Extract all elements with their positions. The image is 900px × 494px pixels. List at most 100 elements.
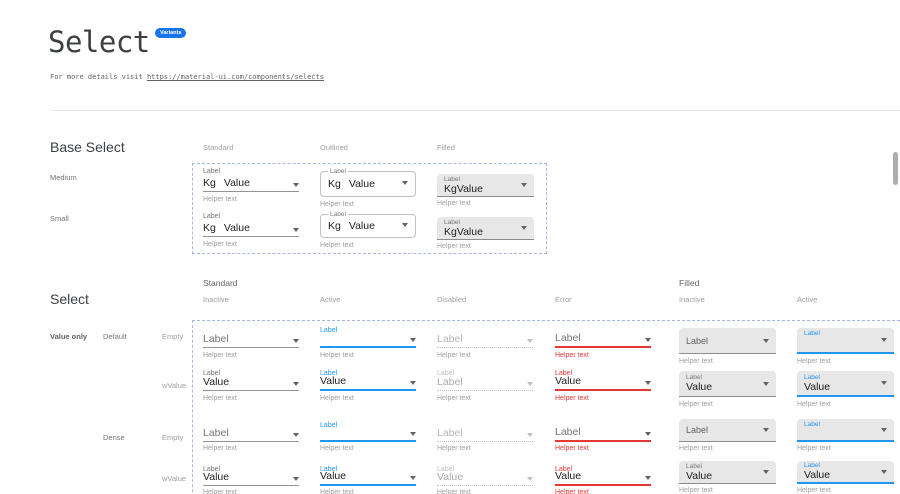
select-value: Kg Value [203,178,250,189]
floating-label: Label [320,327,338,334]
helper-text: Helper text [679,358,713,365]
base-standard-small-select[interactable]: Label Kg Value Helper text [203,212,299,249]
component-group-outline [192,320,900,494]
value-text: Value [223,222,250,234]
select-filled-inactive-wvalue[interactable]: Label Value Helper text [679,371,776,409]
select-value: KgValue [444,183,516,195]
select-standard-inactive-dense-wvalue[interactable]: Label Value Helper text [203,465,299,494]
select-standard-inactive-wvalue[interactable]: Label Value Helper text [203,369,299,403]
dropdown-arrow-icon [763,338,769,343]
row-label-dense-wvalue: wValue [162,474,187,483]
dropdown-arrow-icon [293,382,299,386]
value-text: Value [223,177,250,189]
select-filled-active-empty[interactable]: Label Helper text [797,328,894,366]
base-outlined-medium-select[interactable]: Label Kg Value Helper text [320,168,416,209]
select-standard-error-empty[interactable]: Label Label Helper text [555,326,651,360]
select-input-area: Value [555,375,651,391]
select-input-area: Value [320,471,416,486]
select-standard-active-empty[interactable]: Label Helper text [320,326,416,360]
select-value: KgValue [444,226,516,238]
base-filled-small-select[interactable]: Label KgValue Helper text [437,217,534,251]
select-placeholder: Label [555,426,581,438]
floating-label: Label [686,374,702,381]
select-input-area: Label [679,419,776,442]
value-text: Value [348,177,375,190]
select-input-area: Label [555,333,651,348]
select-input-area: Label [555,426,651,442]
value-text: Value [348,219,375,232]
dropdown-arrow-icon [645,432,651,436]
select-standard-error-wvalue[interactable]: Label Value Helper text [555,369,651,403]
helper-text: Helper text [203,395,237,402]
header-divider [50,110,900,111]
select-input-area: Label Value [797,371,894,397]
group-header-standard: Standard [203,278,238,288]
dropdown-arrow-icon [763,470,769,474]
select-standard-active-wvalue[interactable]: Label Value Helper text [320,369,416,403]
dropdown-arrow-icon [293,228,299,232]
floating-label: Label [444,175,460,183]
material-ui-link[interactable]: https://material-ui.com/components/selec… [146,73,324,81]
row-label-small: Small [50,214,69,223]
row-label-empty: Empty [162,332,184,341]
column-header-active: Active [320,295,341,304]
floating-label: Label [320,466,338,473]
floating-label: Label [555,370,573,377]
base-filled-medium-select[interactable]: Label KgValue Helper text [437,174,534,208]
select-filled-active-dense-wvalue[interactable]: Label Value Helper text [797,461,894,494]
select-input-area: Value [437,472,533,486]
base-select-heading: Base Select [50,139,125,155]
dropdown-arrow-icon [402,223,408,227]
helper-text: Helper text [437,445,471,452]
row-label-dense-empty: Empty [162,433,184,442]
dropdown-arrow-icon [527,477,533,481]
adornment-kg: Kg [328,219,341,232]
helper-text: Helper text [320,489,354,494]
dropdown-arrow-icon [881,427,887,432]
dropdown-arrow-icon [881,338,887,342]
select-placeholder: Label [203,333,229,345]
select-value: Kg Value [328,219,375,232]
helper-text: Helper text [320,201,354,208]
adornment-kg: Kg [203,177,216,189]
select-filled-active-wvalue[interactable]: Label Value Helper text [797,371,894,409]
base-outlined-small-select[interactable]: Label Kg Value Helper text [320,211,416,250]
select-input-area: Label [437,377,533,391]
helper-text: Helper text [203,489,237,494]
helper-text: Helper text [437,243,471,250]
vertical-scrollbar[interactable] [893,152,898,185]
helper-text: Helper text [320,352,354,359]
dropdown-arrow-icon [410,338,416,342]
select-input-area: Label [203,333,299,348]
select-standard-error-dense-empty[interactable]: Label Label Helper text [555,421,651,453]
select-standard-inactive-empty[interactable]: Label Label Helper text [203,326,299,360]
select-filled-active-dense-empty[interactable]: Label Helper text [797,419,894,453]
select-standard-active-dense-empty[interactable]: Label Helper text [320,421,416,453]
select-standard-active-dense-wvalue[interactable]: Label Value Helper text [320,465,416,494]
helper-text: Helper text [203,352,237,359]
select-input-area: Label [437,334,533,348]
helper-text: Helper text [320,395,354,402]
helper-text: Helper text [555,489,589,494]
base-standard-medium-select[interactable]: Label Kg Value Helper text [203,167,299,204]
subtitle: For more details visit https://material-… [50,73,324,82]
dropdown-arrow-icon [293,183,299,187]
select-states-heading: Select [50,291,89,307]
dropdown-arrow-icon [293,433,299,437]
select-value: Value [555,375,582,387]
helper-text: Helper text [679,445,713,452]
helper-text: Helper text [797,401,831,408]
select-standard-inactive-dense-empty[interactable]: Label Label Helper text [203,421,299,453]
select-filled-inactive-empty[interactable]: Label Helper text [679,328,776,366]
select-input-area: Label Value [797,461,894,484]
dropdown-arrow-icon [293,339,299,343]
select-input-area: Label KgValue [437,174,534,197]
select-value: Value [203,376,230,388]
floating-label: Label [203,168,221,175]
row-label-medium: Medium [50,173,77,182]
select-filled-inactive-dense-wvalue[interactable]: Label Value Helper text [679,461,776,494]
select-standard-error-dense-wvalue[interactable]: Label Value Helper text [555,465,651,494]
dropdown-arrow-icon [293,477,299,481]
select-filled-inactive-dense-empty[interactable]: Label Helper text [679,419,776,453]
floating-label: Label [437,370,455,377]
